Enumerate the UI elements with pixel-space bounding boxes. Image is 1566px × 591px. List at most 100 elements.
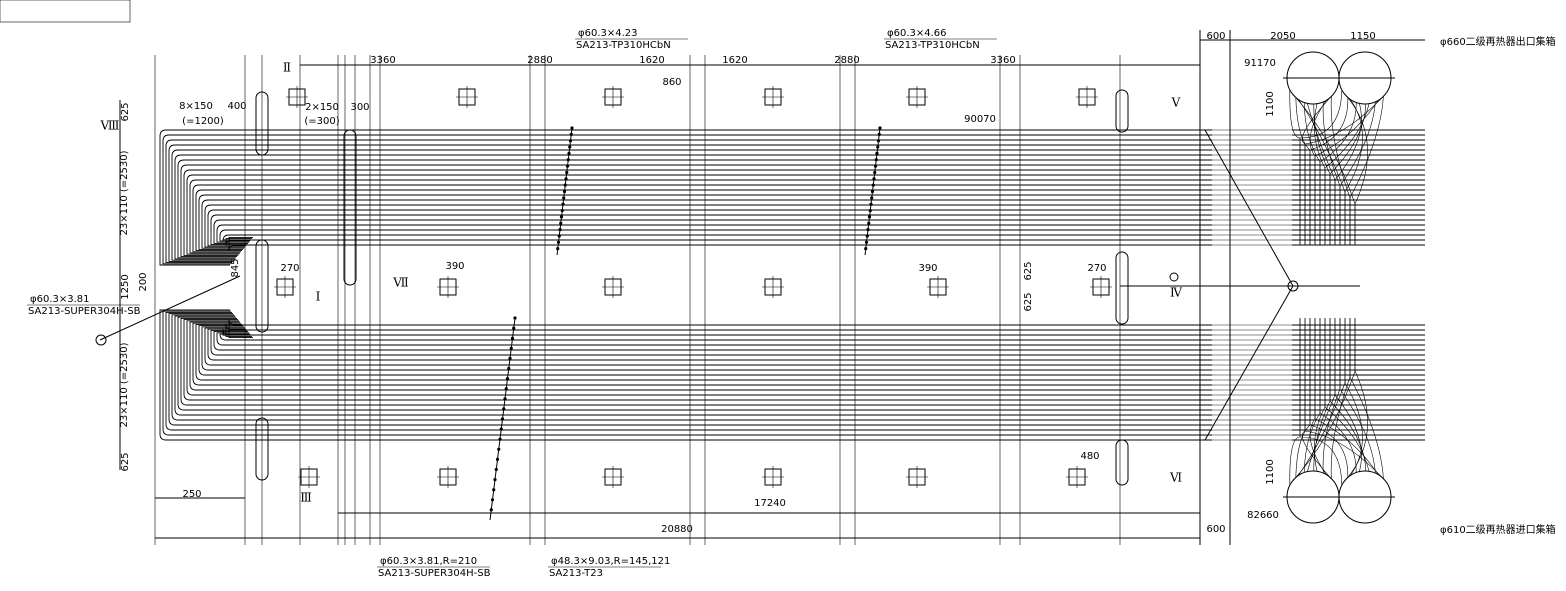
bend-dot [562, 189, 567, 194]
bend-dot [497, 447, 501, 451]
bend-dot [498, 437, 502, 441]
bend-dot [866, 228, 870, 232]
slot [1115, 439, 1129, 486]
bend-dot [509, 346, 513, 350]
elevation: 82660 [1247, 510, 1279, 521]
dimension: 860 [662, 77, 681, 88]
dimension: 2050 [1270, 31, 1295, 42]
tube [1334, 318, 1362, 472]
section-mark: Ⅱ [283, 61, 291, 75]
dimension: (=300) [304, 116, 339, 127]
bend-dot [560, 208, 564, 213]
pipe-material: SA213-TP310HCbN [576, 40, 671, 51]
tube [1334, 103, 1362, 245]
bend-dot [568, 139, 573, 143]
dimension: 250 [182, 489, 201, 500]
bend-dot [569, 132, 573, 136]
dimension: 1100 [1265, 459, 1276, 484]
tube [195, 323, 1425, 381]
bend-dot [873, 164, 878, 168]
bend-dot [868, 208, 872, 213]
tube [180, 317, 1425, 406]
tube [1329, 318, 1367, 472]
bend-dot [867, 215, 872, 219]
tube [1291, 92, 1356, 245]
section-mark: Ⅵ [1169, 471, 1182, 485]
header-label: φ610二级再热器进口集箱 [1440, 523, 1556, 536]
tube [165, 139, 1425, 264]
header-label: φ660二级再热器出口集箱 [1440, 35, 1556, 48]
bend-dot [570, 126, 574, 130]
dimension: 270 [280, 263, 299, 274]
tube [1313, 318, 1331, 472]
tube [186, 320, 1425, 396]
tube [195, 189, 1425, 252]
dimension: 1150 [1350, 31, 1375, 42]
pipe-material: SA213-SUPER304H-SB [378, 568, 491, 579]
bend-dot [493, 478, 497, 482]
tube [1301, 93, 1334, 245]
bend-dot [513, 316, 517, 320]
tube [201, 326, 1425, 371]
bend-dot [495, 457, 500, 461]
tube [1299, 89, 1343, 245]
dimension: 2880 [834, 55, 859, 66]
tube [162, 310, 1425, 436]
dimension: 1250 [120, 274, 131, 299]
section-mark: Ⅴ [1171, 96, 1181, 110]
dimension: (=1200) [182, 116, 224, 127]
tube [1301, 318, 1334, 482]
bend-dot [494, 467, 498, 472]
tube [177, 316, 1425, 411]
slot [1115, 251, 1129, 325]
bend-dot [864, 240, 869, 244]
tube [159, 309, 1425, 441]
tube [1349, 96, 1384, 245]
tube [228, 236, 1425, 252]
bend-dot [565, 170, 569, 175]
tube [1313, 103, 1331, 245]
dimension: 20880 [661, 524, 693, 535]
dimension: 1620 [722, 55, 747, 66]
dimension: 300 [350, 102, 369, 113]
node [1287, 280, 1299, 292]
tube [225, 238, 1425, 247]
tube [201, 199, 1425, 249]
bend-dot [502, 407, 506, 411]
bend-dot [872, 177, 876, 181]
tube [1298, 318, 1346, 476]
tube [216, 224, 1425, 243]
bend-dot [568, 145, 572, 149]
slot [255, 239, 269, 333]
tube [1330, 318, 1351, 479]
pipe-material: SA213-TP310HCbN [885, 40, 980, 51]
tube [219, 229, 1425, 242]
bend-dot [557, 234, 561, 238]
section-mark: Ⅷ [100, 119, 120, 133]
tube [216, 332, 1425, 346]
dimension: 270 [1087, 263, 1106, 274]
bend-dot [500, 417, 505, 421]
tube [1324, 318, 1370, 472]
tube [198, 325, 1425, 376]
bend-dot [503, 397, 507, 401]
dimension: 200 [138, 272, 149, 291]
tube [189, 321, 1425, 391]
slot [255, 417, 269, 481]
bend-dot [558, 228, 562, 232]
tube [1303, 102, 1321, 245]
tube [1295, 97, 1311, 245]
dimension: 2×150 [305, 102, 339, 113]
dimension: 845 [230, 258, 241, 277]
tube [1291, 318, 1356, 483]
tube [213, 331, 1425, 351]
tube [183, 319, 1425, 401]
tube [1322, 318, 1341, 474]
tube [219, 333, 1425, 341]
bend-dot [561, 202, 565, 206]
tube [210, 214, 1425, 246]
tube [1322, 101, 1341, 245]
tube [1343, 92, 1368, 245]
dimension: 8×150 [179, 101, 213, 112]
